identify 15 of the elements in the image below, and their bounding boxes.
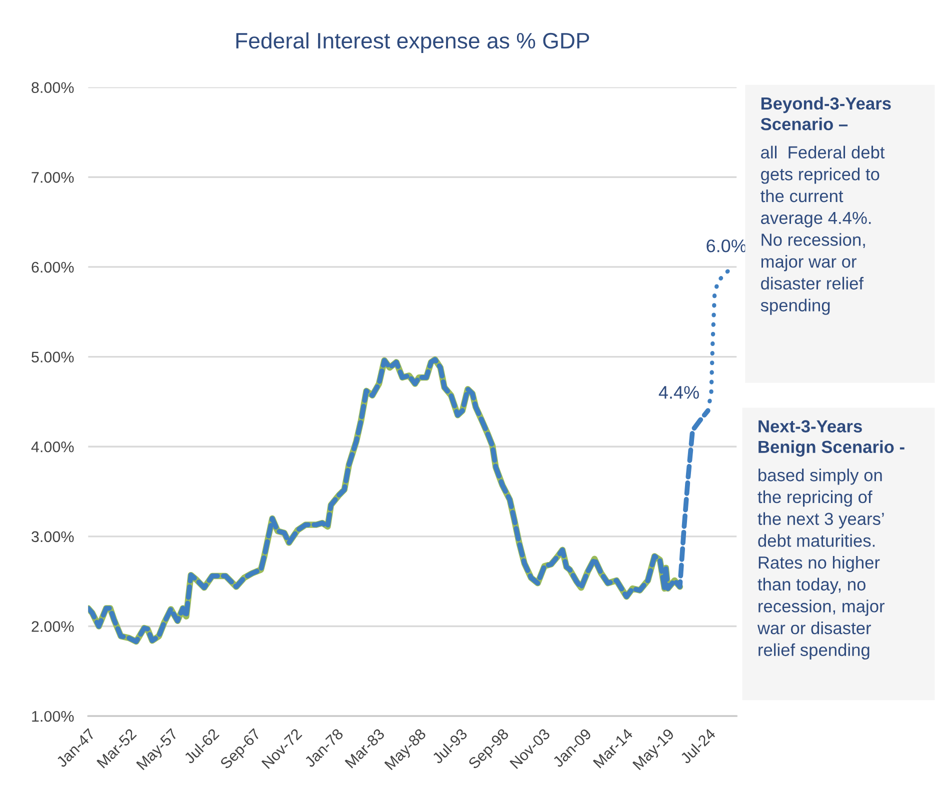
data-label: 4.4% bbox=[658, 386, 699, 399]
text: Next-3-Years Benign Scenario - bbox=[758, 420, 904, 457]
y-tick-label: 5.00% bbox=[32, 352, 74, 362]
text: Beyond-3-Years Scenario – bbox=[760, 96, 891, 130]
text: based simply on the repricing of the next 3 years’ debt maturities. Rates no higher than today, no recession, major war or disaster relief spending bbox=[757, 468, 885, 660]
y-tick-label: 2.00% bbox=[32, 621, 74, 632]
y-tick-label: 7.00% bbox=[32, 172, 74, 183]
y-tick-label: 6.00% bbox=[32, 262, 74, 273]
data-label: 6.0% bbox=[706, 239, 746, 252]
y-tick-label: 8.00% bbox=[32, 82, 74, 93]
chart-title: Federal Interest expense as % GDP bbox=[236, 32, 590, 54]
y-tick-label: 3.00% bbox=[32, 531, 74, 542]
text: all Federal debt gets repriced to the current average 4.4%. No recession, major war or disaster relief spending bbox=[760, 146, 885, 315]
y-tick-label: 4.00% bbox=[31, 441, 74, 452]
y-tick-label: 1.00% bbox=[32, 710, 74, 722]
